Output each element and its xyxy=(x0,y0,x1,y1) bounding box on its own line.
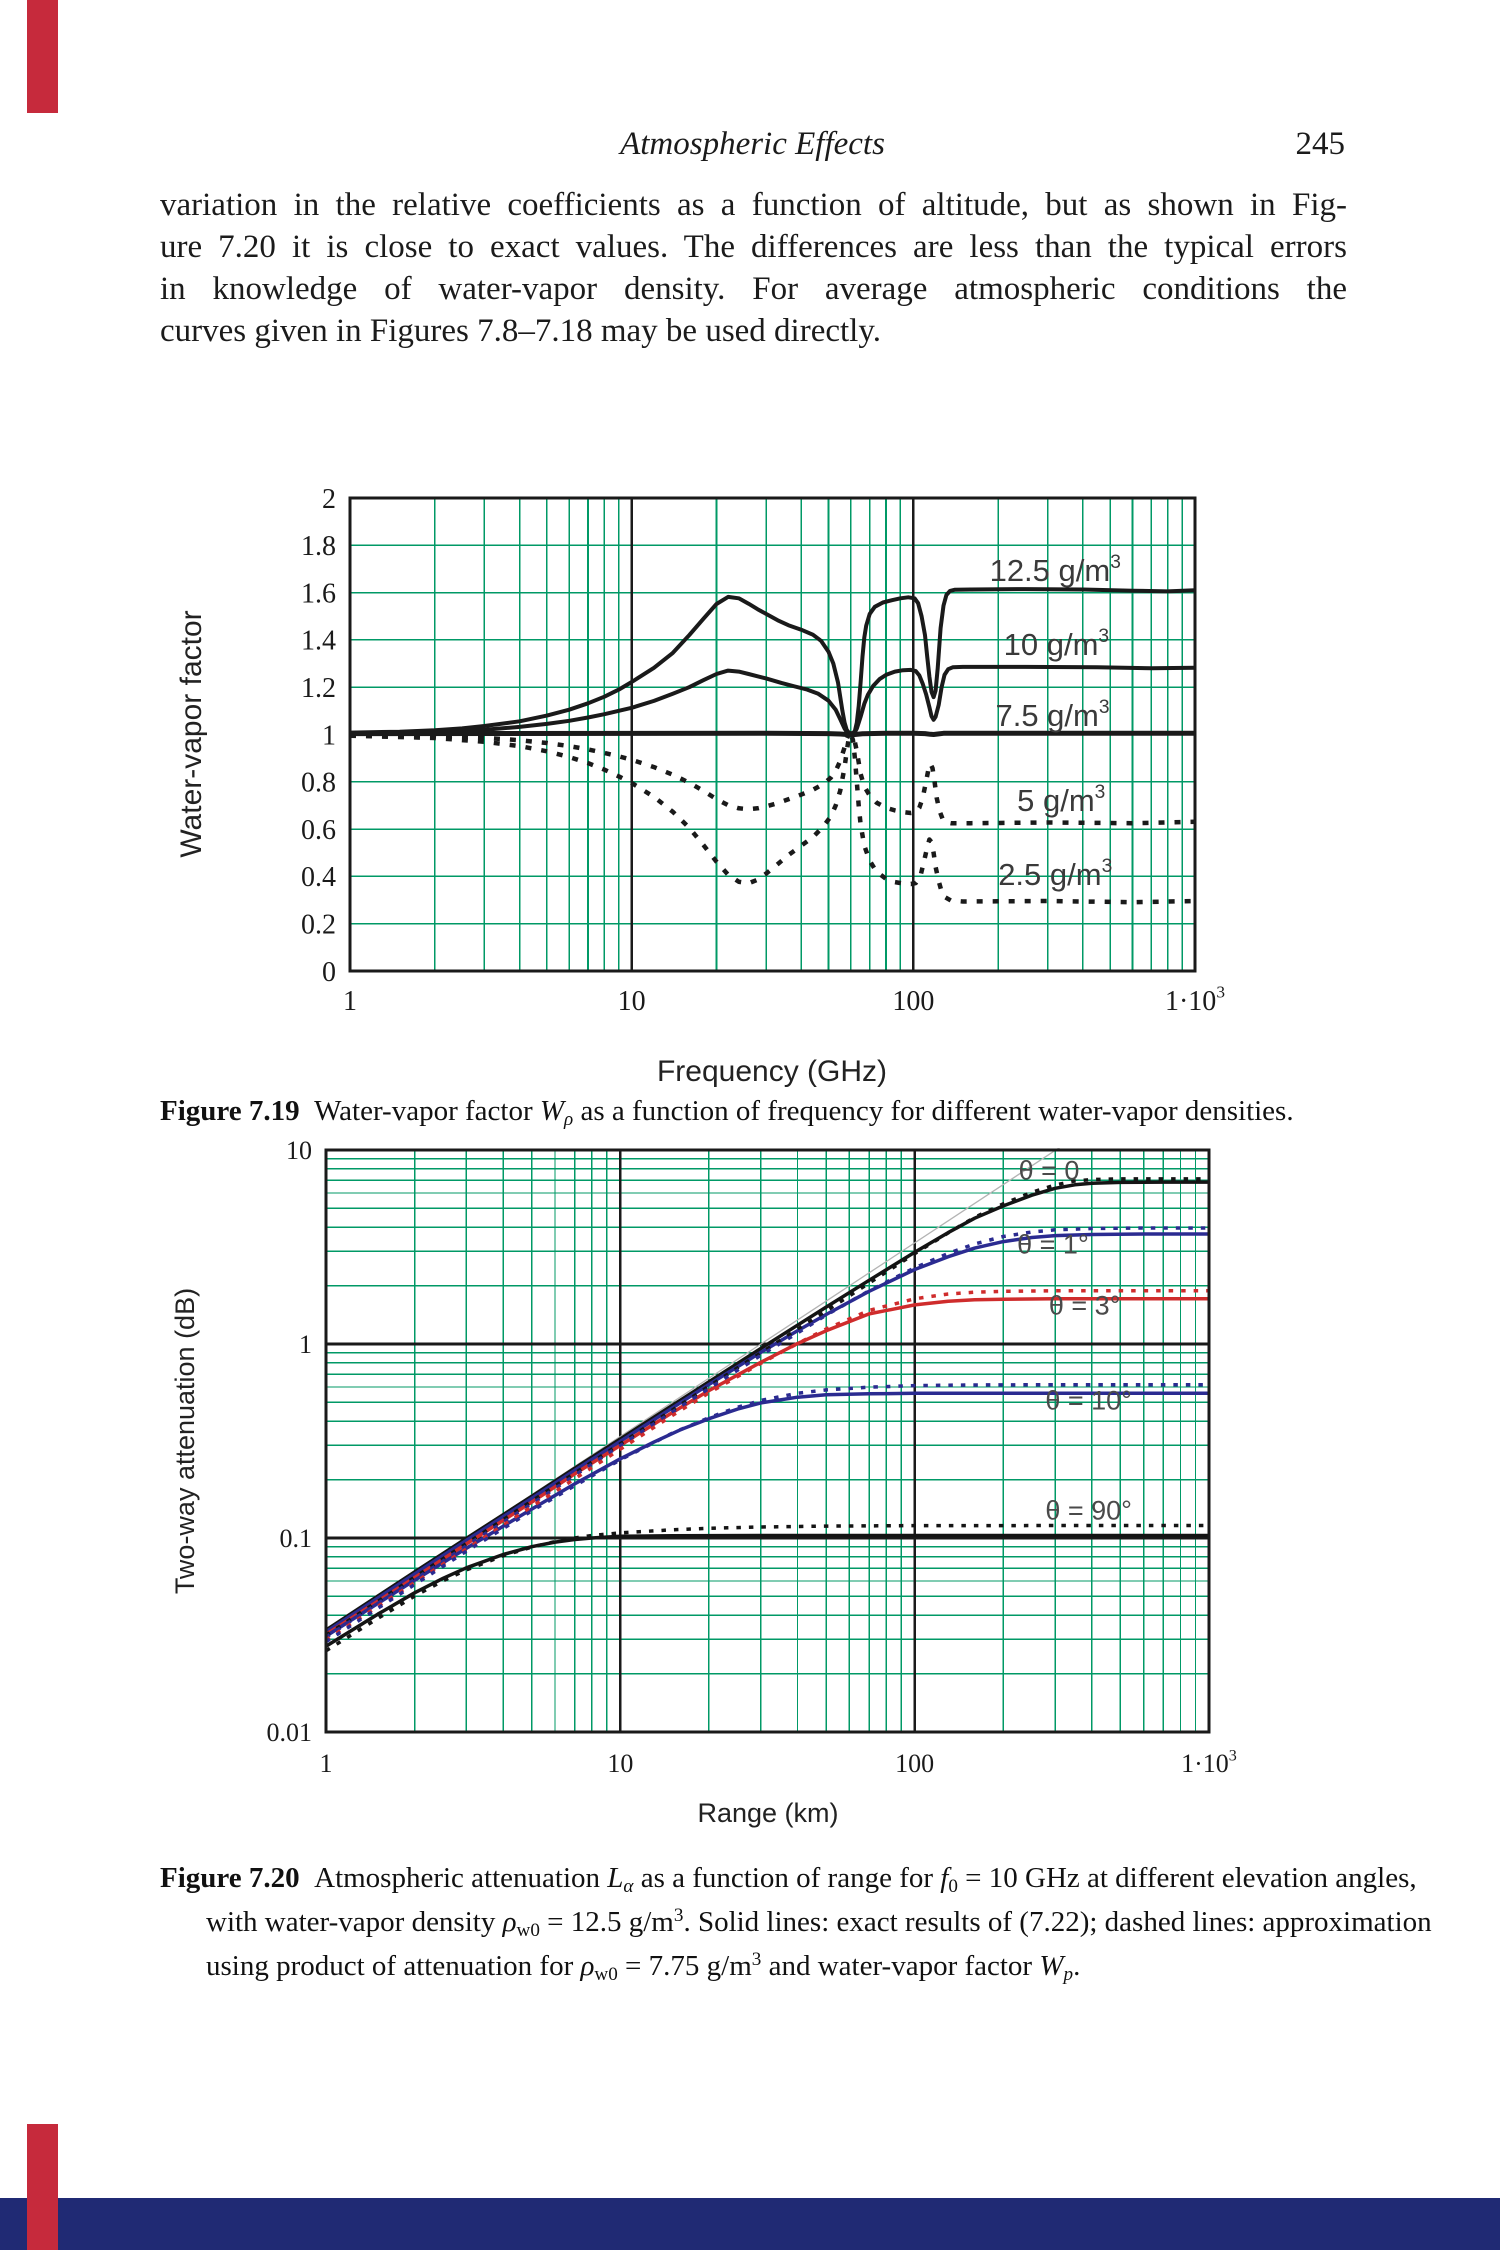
page-number: 245 xyxy=(1295,126,1346,162)
curve-label: 10 g/m3 xyxy=(1004,626,1109,662)
curve-label: θ = 90° xyxy=(1045,1496,1132,1526)
fig719-series xyxy=(349,587,1196,905)
curve-label: 12.5 g/m3 xyxy=(990,552,1121,588)
curve-label: 2.5 g/m3 xyxy=(998,856,1112,892)
series-theta=3 exact xyxy=(325,1297,1209,1636)
x-tick-label: 100 xyxy=(895,1749,934,1778)
paragraph-line: curves given in Figures 7.8–7.18 may be … xyxy=(160,313,881,349)
fig719-tick-labels: 21.81.61.41.210.80.60.40.201 10 100 1·103 xyxy=(301,484,1225,1017)
series-7.5 g/m3 xyxy=(349,730,1195,737)
series-theta=10 approx xyxy=(325,1382,1209,1644)
page-edge-red-strip-bottom xyxy=(27,2124,58,2250)
paragraph-line: variation in the relative coefficients a… xyxy=(160,187,1347,223)
curve-label: θ = 3° xyxy=(1049,1290,1121,1320)
series-5 g/m3 xyxy=(349,732,1196,826)
series-theta=3 approx xyxy=(325,1289,1209,1642)
fig720-x-axis-title: Range (km) xyxy=(697,1798,838,1828)
y-tick-label: 2 xyxy=(322,484,336,515)
x-tick-label: 1·103 xyxy=(1181,1747,1237,1778)
y-tick-label: 0.4 xyxy=(301,862,336,893)
series-theta=1 approx xyxy=(325,1226,1209,1639)
y-tick-label: 1.8 xyxy=(301,531,336,562)
y-tick-label: 1.6 xyxy=(301,578,336,609)
fig720-series xyxy=(325,1148,1210,1653)
curve-label: θ = 1° xyxy=(1017,1230,1089,1260)
x-tick-label: 100 xyxy=(892,986,934,1017)
curve-label: 5 g/m3 xyxy=(1017,782,1105,818)
paragraph-line: ure 7.20 it is close to exact values. Th… xyxy=(160,229,1347,265)
fig720-curve-labels: θ = 0 θ = 1° θ = 3° θ = 10° θ = 90° xyxy=(1017,1155,1132,1525)
y-tick-label: 0.8 xyxy=(301,768,336,799)
curve-label: 7.5 g/m3 xyxy=(995,697,1109,733)
figure-7-19-caption: Figure 7.19 Water-vapor factor Wρ as a f… xyxy=(160,1095,1294,1130)
fig720-plot-border xyxy=(324,1148,1211,1734)
series-theta=0 approx xyxy=(325,1177,1209,1637)
y-tick-label: 1.4 xyxy=(301,626,336,657)
figure-7-20-caption: Figure 7.20 Atmospheric attenuation Lα a… xyxy=(160,1862,1432,1985)
paragraph-line: in knowledge of water-vapor density. For… xyxy=(160,271,1347,307)
series-theta=1 exact xyxy=(325,1232,1209,1634)
fig720-y-axis-title: Two-way attenuation (dB) xyxy=(170,1288,200,1594)
series-10 g/m3 xyxy=(349,664,1196,736)
fig719-plot-border xyxy=(348,496,1197,973)
y-tick-label: 0.01 xyxy=(267,1718,313,1747)
series-2.5 g/m3 xyxy=(349,732,1196,905)
fig719-grid xyxy=(350,498,1195,971)
y-tick-label: 0.1 xyxy=(280,1524,313,1553)
fig719-y-axis-title: Water-vapor factor xyxy=(175,610,208,857)
y-tick-label: 1.2 xyxy=(301,673,336,704)
page-edge-red-strip-top xyxy=(27,0,58,113)
fig719-curve-labels: 12.5 g/m3 10 g/m3 7.5 g/m3 5 g/m3 2.5 g/m3 xyxy=(990,552,1121,892)
y-tick-label: 0.2 xyxy=(301,910,336,941)
y-tick-label: 10 xyxy=(286,1136,312,1165)
y-tick-label: 0.6 xyxy=(301,815,336,846)
page-edge-blue-band-bottom xyxy=(0,2198,1500,2250)
x-tick-label: 1 xyxy=(343,986,357,1017)
series-theta=10 exact xyxy=(325,1391,1209,1638)
y-tick-label: 1 xyxy=(299,1330,312,1359)
x-tick-label: 10 xyxy=(618,986,646,1017)
figure-7-19-water-vapor-factor-chart: 21.81.61.41.210.80.60.40.201 10 100 1·103Fr… xyxy=(175,484,1225,1088)
fig720-grid xyxy=(326,1150,1209,1732)
running-header-title: Atmospheric Effects xyxy=(620,126,885,162)
curve-label: θ = 0 xyxy=(1019,1155,1080,1185)
x-tick-label: 1 xyxy=(320,1749,333,1778)
y-tick-label: 1 xyxy=(322,720,336,751)
x-tick-label: 1·103 xyxy=(1165,982,1225,1017)
fig719-x-axis-title: Frequency (GHz) xyxy=(657,1055,887,1088)
series-theta=90 exact xyxy=(325,1533,1209,1648)
series-12.5 g/m3 xyxy=(349,587,1196,736)
body-paragraph: variation in the relative coefficients a… xyxy=(160,184,1347,352)
series-no-atmosphere reference xyxy=(325,1148,1061,1631)
curve-label: θ = 10° xyxy=(1045,1386,1132,1416)
y-tick-label: 0 xyxy=(322,957,336,988)
series-theta=0 exact xyxy=(325,1180,1209,1632)
series-theta=90 approx xyxy=(325,1523,1210,1653)
x-tick-label: 10 xyxy=(607,1749,633,1778)
